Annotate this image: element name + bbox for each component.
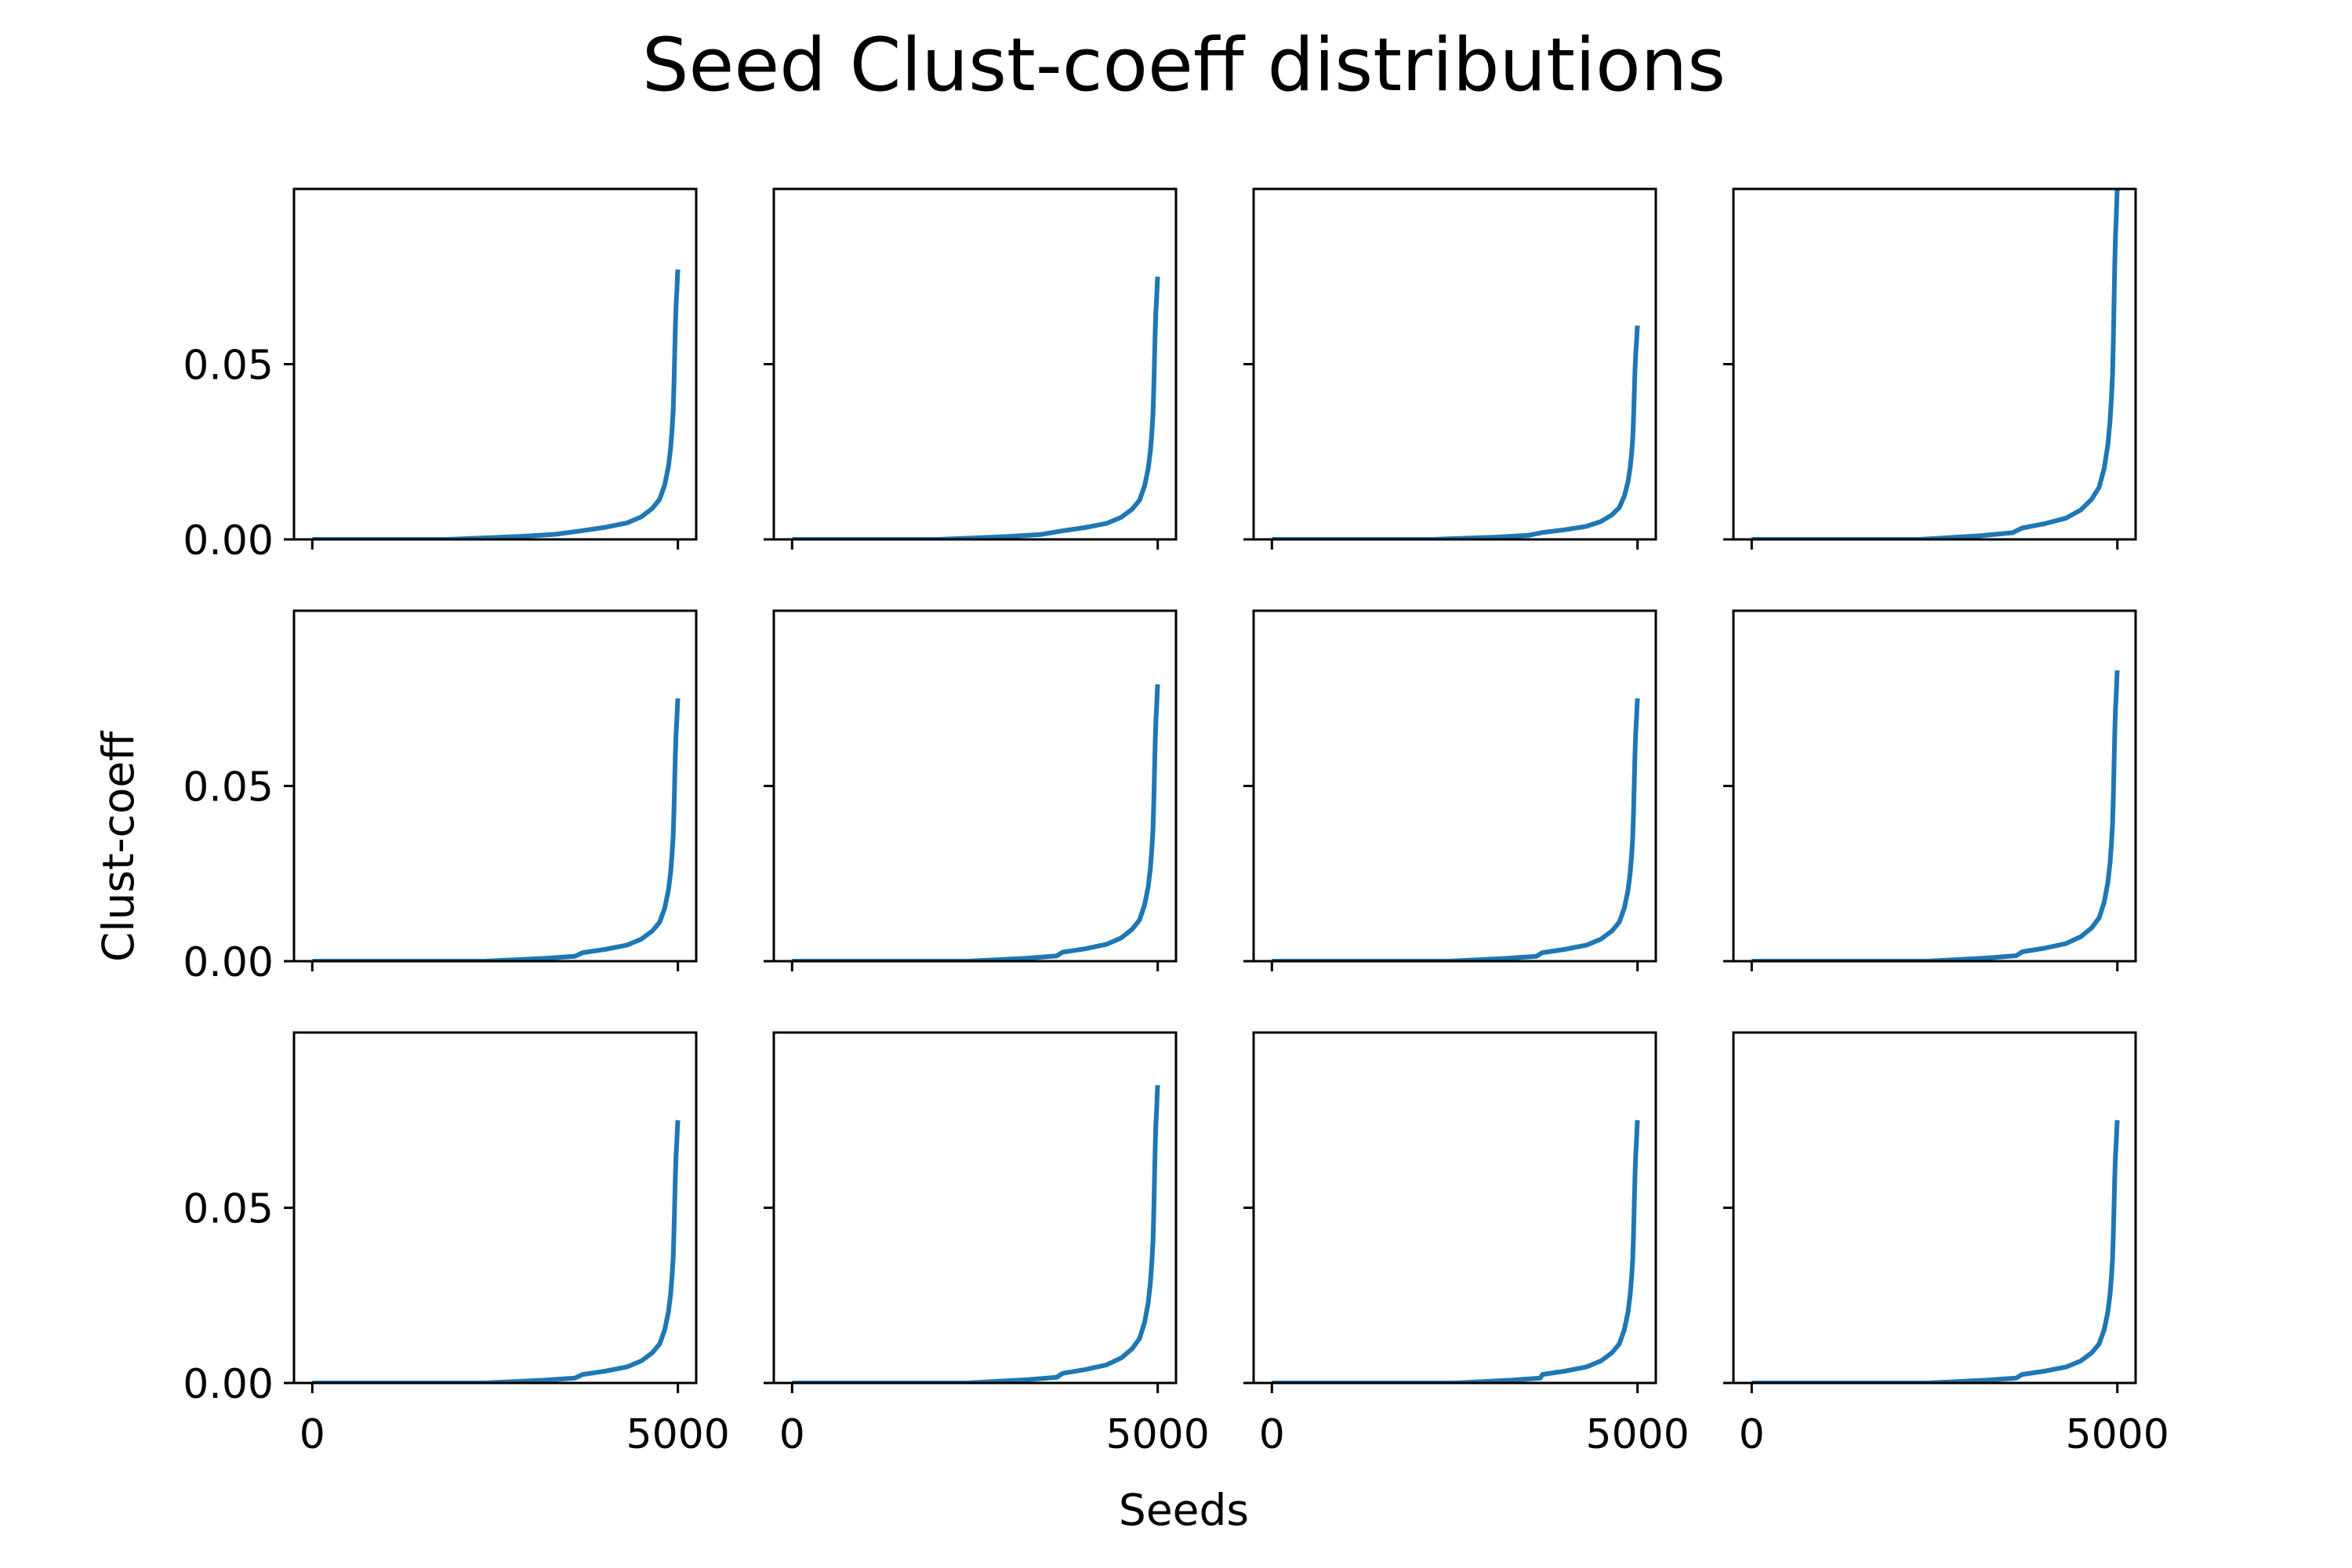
x-tick-label: 0 (1259, 1411, 1285, 1458)
series-line (312, 698, 681, 961)
axes-frame (772, 609, 1178, 963)
axes-frame (292, 609, 698, 963)
axes-frame (292, 1031, 698, 1385)
series-line (792, 276, 1160, 539)
y-tick-label: 0.05 (183, 343, 274, 390)
series-line (792, 1084, 1160, 1383)
subplot-3-2: 0 5000 (764, 1031, 1210, 1458)
subplot-3-3: 0 5000 (1243, 1031, 1690, 1458)
x-axis-label: Seeds (1119, 1485, 1249, 1535)
y-tick-label: 0.05 (183, 1186, 274, 1233)
series-line (1272, 698, 1640, 961)
subplot-2-2 (764, 609, 1178, 971)
subplot-2-4 (1723, 609, 2137, 971)
axes-frame (1252, 187, 1657, 541)
axes-frame (772, 187, 1178, 541)
x-tick-label: 0 (299, 1411, 325, 1458)
x-tick-label: 5000 (2066, 1411, 2169, 1458)
subplot-1-2 (764, 187, 1178, 550)
y-tick-label: 0.00 (183, 1361, 274, 1408)
series-line (1751, 189, 2120, 539)
series-line (312, 1120, 681, 1383)
subplot-3-4: 0 5000 (1723, 1031, 2169, 1458)
series-line (1751, 1120, 2120, 1383)
series-line (1751, 670, 2120, 961)
x-tick-label: 0 (1739, 1411, 1765, 1458)
y-tick-label: 0.05 (183, 764, 274, 811)
x-tick-label: 5000 (1106, 1411, 1210, 1458)
series-line (1272, 325, 1640, 539)
series-line (792, 684, 1160, 961)
x-tick-label: 5000 (626, 1411, 730, 1458)
axes-frame (772, 1031, 1178, 1385)
y-axis-label: Clust-coeff (93, 731, 143, 962)
figure-title: Seed Clust-coeff distributions (642, 23, 1726, 108)
subplot-3-1: 0 5000 0.00 0.05 (183, 1031, 730, 1458)
y-tick-label: 0.00 (183, 939, 274, 986)
subplot-1-4 (1723, 187, 2137, 550)
axes-frame (1252, 609, 1657, 963)
subplot-2-3 (1243, 609, 1657, 971)
y-tick-label: 0.00 (183, 517, 274, 564)
x-tick-label: 0 (779, 1411, 805, 1458)
series-line (1272, 1120, 1640, 1383)
axes-frame (1252, 1031, 1657, 1385)
axes-frame (1732, 187, 2137, 541)
subplot-2-1: 0.00 0.05 (183, 609, 698, 986)
axes-frame (292, 187, 698, 541)
x-tick-label: 5000 (1586, 1411, 1690, 1458)
axes-frame (1732, 609, 2137, 963)
axes-frame (1732, 1031, 2137, 1385)
subplot-1-3 (1243, 187, 1657, 550)
subplot-1-1: 0.00 0.05 (183, 187, 698, 564)
series-line (312, 269, 681, 539)
